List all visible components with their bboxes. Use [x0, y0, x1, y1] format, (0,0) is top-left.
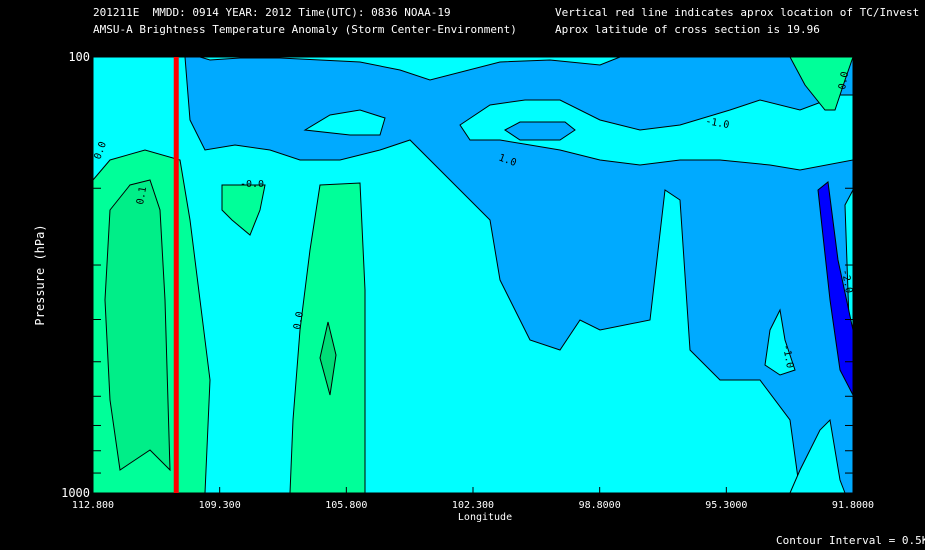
region-anom-pos05-small	[221, 184, 266, 236]
region-anom-pos05-diamond	[319, 321, 337, 396]
contour-label: 0.0	[837, 71, 851, 91]
region-anom-0-pocket3	[199, 56, 621, 81]
y-tick-label: 1000	[61, 486, 90, 500]
region-anom-0-right	[764, 308, 796, 376]
x-tick-label: 102.300	[452, 500, 494, 511]
contour-interval: Contour Interval = 0.5K	[776, 534, 925, 547]
contour-label: -2.0	[839, 269, 854, 295]
region-anom-neg1-inner1	[504, 121, 576, 141]
header-line2-right: Aprox latitude of cross section is 19.96	[555, 23, 820, 36]
contour-label: 0.0	[292, 311, 306, 331]
region-anom-0-pocket2	[303, 109, 386, 136]
x-tick-label: 109.300	[199, 500, 241, 511]
xlabel: Longitude	[458, 512, 512, 523]
x-tick-label: 112.800	[72, 500, 114, 511]
contour-label: -0.0	[240, 179, 264, 190]
header-line2-left: AMSU-A Brightness Temperature Anomaly (S…	[93, 23, 517, 36]
x-tick-label: 91.8000	[832, 500, 874, 511]
contour-label: -1.0	[780, 344, 795, 370]
y-tick-label: 100	[68, 50, 90, 64]
contour-label: -1.0	[704, 116, 730, 131]
contour-label: 0.1	[135, 186, 149, 206]
x-tick-label: 98.8000	[579, 500, 621, 511]
x-tick-label: 105.800	[325, 500, 367, 511]
ylabel: Pressure (hPa)	[33, 224, 47, 325]
region-anom-pos05-left-inner	[104, 179, 171, 472]
x-tick-label: 95.3000	[705, 500, 747, 511]
header-line1-right: Vertical red line indicates aprox locati…	[555, 6, 920, 19]
header-line1-left: 201211E MMDD: 0914 YEAR: 2012 Time(UTC):…	[93, 6, 451, 19]
